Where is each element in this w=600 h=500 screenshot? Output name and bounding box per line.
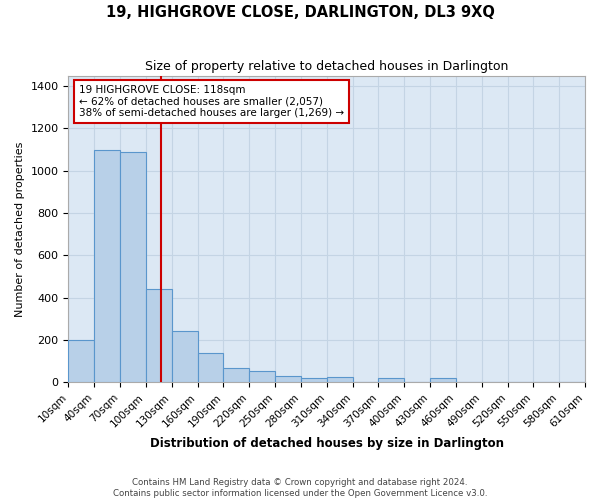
Bar — [327, 377, 353, 382]
Bar — [379, 378, 404, 382]
Text: Contains HM Land Registry data © Crown copyright and database right 2024.
Contai: Contains HM Land Registry data © Crown c… — [113, 478, 487, 498]
Bar — [94, 150, 120, 382]
Bar — [249, 370, 275, 382]
Y-axis label: Number of detached properties: Number of detached properties — [15, 141, 25, 316]
Bar — [120, 152, 146, 382]
Title: Size of property relative to detached houses in Darlington: Size of property relative to detached ho… — [145, 60, 508, 73]
Bar — [430, 378, 456, 382]
X-axis label: Distribution of detached houses by size in Darlington: Distribution of detached houses by size … — [150, 437, 504, 450]
Bar — [301, 378, 327, 382]
Bar — [146, 289, 172, 382]
Bar — [223, 368, 249, 382]
Bar — [197, 352, 223, 382]
Bar — [275, 376, 301, 382]
Bar — [68, 340, 94, 382]
Text: 19, HIGHGROVE CLOSE, DARLINGTON, DL3 9XQ: 19, HIGHGROVE CLOSE, DARLINGTON, DL3 9XQ — [106, 5, 494, 20]
Bar — [172, 332, 197, 382]
Text: 19 HIGHGROVE CLOSE: 118sqm
← 62% of detached houses are smaller (2,057)
38% of s: 19 HIGHGROVE CLOSE: 118sqm ← 62% of deta… — [79, 85, 344, 118]
